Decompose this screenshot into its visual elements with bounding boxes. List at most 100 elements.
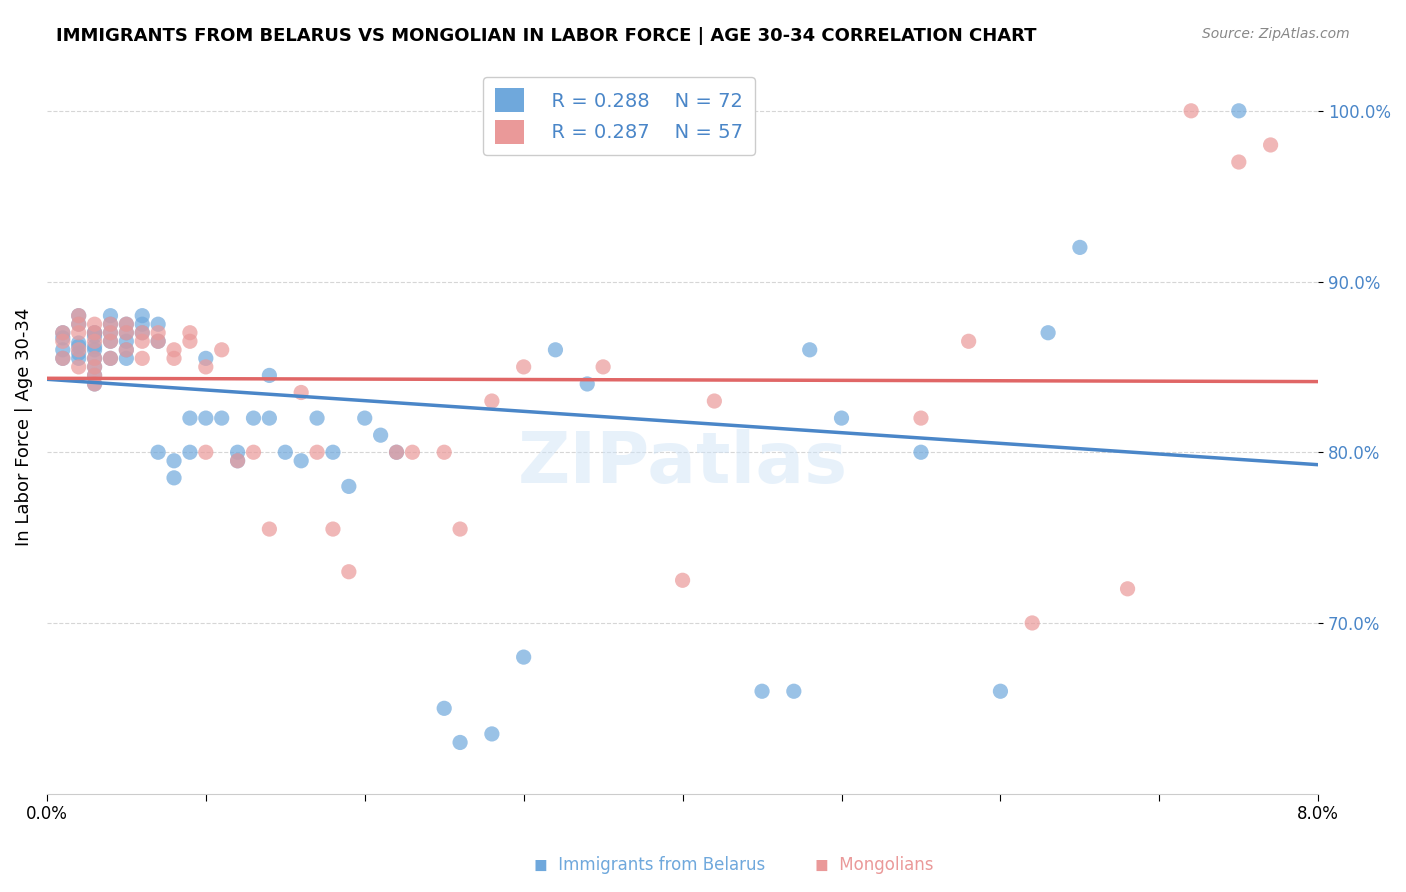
- Point: [115, 326, 138, 340]
- Point: [957, 334, 980, 349]
- Point: [83, 317, 105, 331]
- Point: [83, 376, 105, 391]
- Point: [115, 326, 138, 340]
- Point: [337, 565, 360, 579]
- Point: [449, 522, 471, 536]
- Point: [52, 331, 75, 345]
- Point: [163, 351, 186, 366]
- Point: [576, 376, 599, 391]
- Point: [783, 684, 806, 698]
- Point: [67, 309, 90, 323]
- Point: [194, 359, 217, 374]
- Point: [83, 359, 105, 374]
- Point: [751, 684, 773, 698]
- Point: [226, 454, 249, 468]
- Point: [337, 479, 360, 493]
- Point: [163, 454, 186, 468]
- Point: [385, 445, 408, 459]
- Point: [52, 326, 75, 340]
- Point: [100, 351, 122, 366]
- Point: [1227, 155, 1250, 169]
- Point: [353, 411, 375, 425]
- Point: [52, 343, 75, 357]
- Point: [115, 317, 138, 331]
- Point: [1180, 103, 1202, 118]
- Point: [67, 317, 90, 331]
- Point: [100, 326, 122, 340]
- Point: [146, 334, 169, 349]
- Point: [100, 309, 122, 323]
- Point: [83, 351, 105, 366]
- Point: [83, 334, 105, 349]
- Point: [67, 309, 90, 323]
- Point: [83, 343, 105, 357]
- Point: [592, 359, 614, 374]
- Point: [115, 334, 138, 349]
- Point: [226, 454, 249, 468]
- Point: [100, 334, 122, 349]
- Point: [115, 343, 138, 357]
- Point: [83, 368, 105, 383]
- Point: [146, 445, 169, 459]
- Point: [274, 445, 297, 459]
- Point: [703, 394, 725, 409]
- Point: [1069, 240, 1091, 254]
- Point: [1116, 582, 1139, 596]
- Point: [131, 334, 153, 349]
- Point: [799, 343, 821, 357]
- Point: [385, 445, 408, 459]
- Point: [481, 727, 503, 741]
- Point: [131, 351, 153, 366]
- Point: [1260, 138, 1282, 153]
- Point: [703, 103, 725, 118]
- Point: [83, 359, 105, 374]
- Point: [179, 334, 201, 349]
- Text: ZIPatlas: ZIPatlas: [517, 429, 848, 498]
- Point: [481, 394, 503, 409]
- Point: [179, 326, 201, 340]
- Point: [671, 574, 693, 588]
- Point: [67, 339, 90, 353]
- Point: [131, 317, 153, 331]
- Point: [259, 522, 281, 536]
- Point: [67, 317, 90, 331]
- Point: [52, 351, 75, 366]
- Point: [990, 684, 1012, 698]
- Point: [544, 343, 567, 357]
- Point: [100, 317, 122, 331]
- Point: [449, 735, 471, 749]
- Text: ◼  Mongolians: ◼ Mongolians: [815, 856, 934, 874]
- Text: Source: ZipAtlas.com: Source: ZipAtlas.com: [1202, 27, 1350, 41]
- Point: [83, 368, 105, 383]
- Point: [83, 326, 105, 340]
- Point: [307, 411, 329, 425]
- Point: [910, 411, 932, 425]
- Point: [100, 351, 122, 366]
- Point: [146, 317, 169, 331]
- Point: [67, 343, 90, 357]
- Point: [131, 326, 153, 340]
- Y-axis label: In Labor Force | Age 30-34: In Labor Force | Age 30-34: [15, 308, 32, 546]
- Point: [194, 411, 217, 425]
- Point: [910, 445, 932, 459]
- Point: [179, 411, 201, 425]
- Point: [131, 309, 153, 323]
- Point: [370, 428, 392, 442]
- Point: [640, 103, 662, 118]
- Point: [67, 359, 90, 374]
- Point: [131, 326, 153, 340]
- Point: [83, 326, 105, 340]
- Point: [433, 701, 456, 715]
- Point: [290, 385, 312, 400]
- Point: [52, 351, 75, 366]
- Point: [322, 522, 344, 536]
- Point: [83, 329, 105, 343]
- Point: [83, 326, 105, 340]
- Point: [67, 336, 90, 351]
- Point: [259, 411, 281, 425]
- Point: [100, 326, 122, 340]
- Point: [100, 334, 122, 349]
- Point: [115, 317, 138, 331]
- Point: [433, 445, 456, 459]
- Point: [146, 326, 169, 340]
